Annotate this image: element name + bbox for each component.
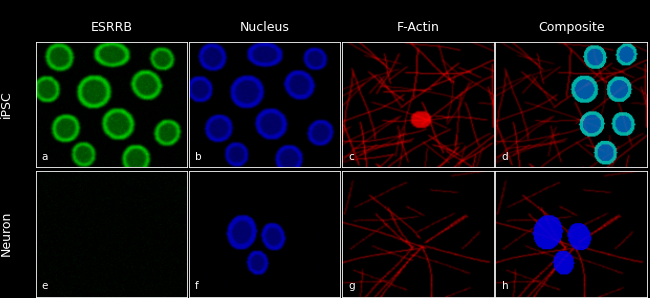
Text: g: g xyxy=(348,282,355,291)
Text: h: h xyxy=(502,282,508,291)
Text: ESRRB: ESRRB xyxy=(90,21,133,34)
Text: c: c xyxy=(348,152,354,162)
Text: Neuron: Neuron xyxy=(0,211,13,256)
Text: f: f xyxy=(195,282,199,291)
Text: e: e xyxy=(42,282,48,291)
Text: iPSC: iPSC xyxy=(0,91,13,118)
Text: Nucleus: Nucleus xyxy=(240,21,289,34)
Text: F-Actin: F-Actin xyxy=(396,21,439,34)
Text: b: b xyxy=(195,152,202,162)
Text: a: a xyxy=(42,152,48,162)
Text: Composite: Composite xyxy=(538,21,604,34)
Text: d: d xyxy=(502,152,508,162)
